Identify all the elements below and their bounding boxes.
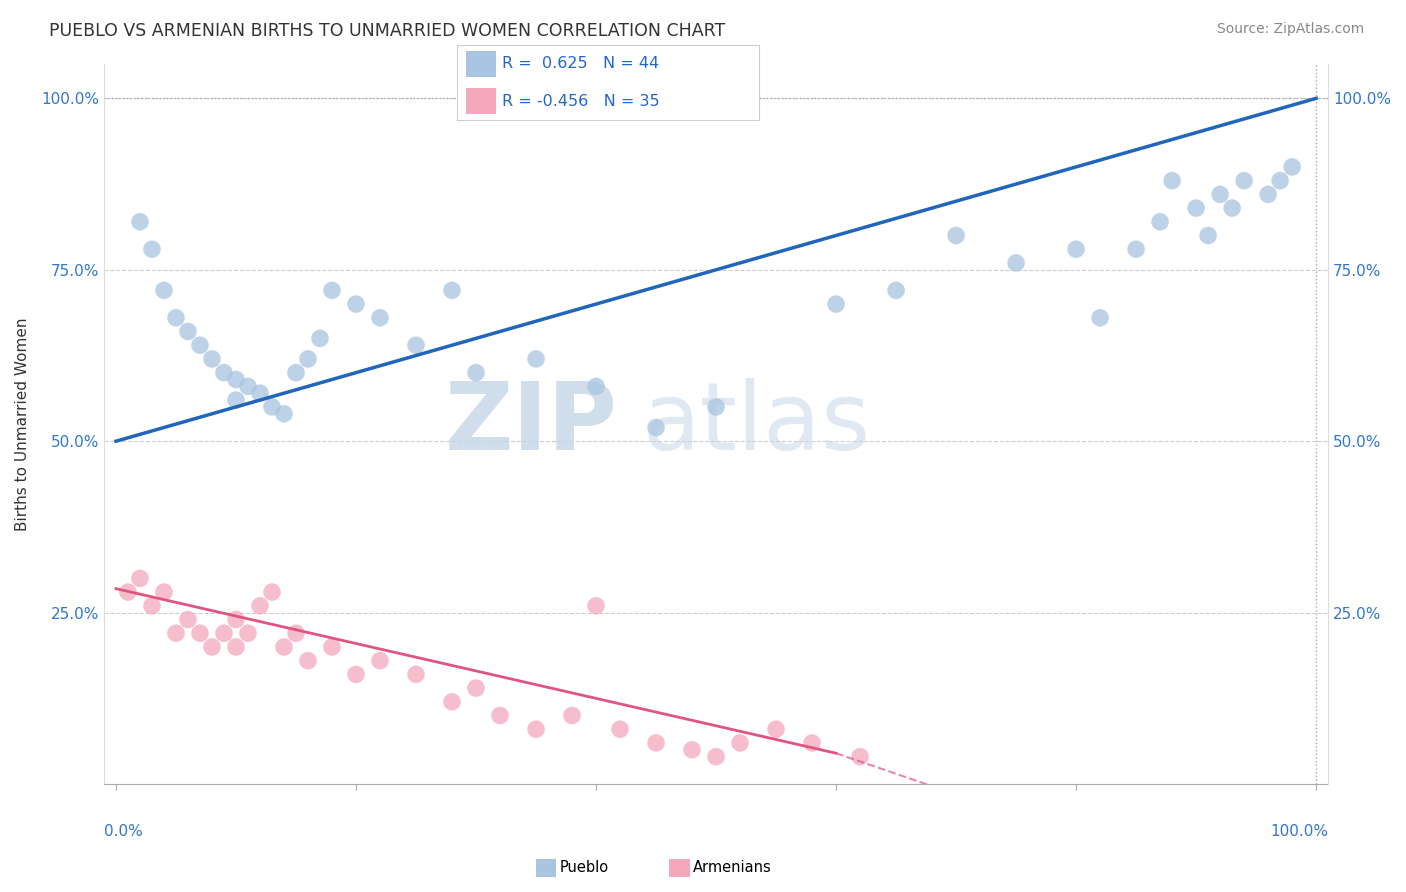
Point [129, 571, 152, 585]
Point [1125, 242, 1147, 256]
Point [801, 736, 824, 750]
Point [524, 723, 547, 737]
Point [884, 284, 907, 298]
Point [188, 338, 211, 352]
Point [321, 284, 343, 298]
Text: Source: ZipAtlas.com: Source: ZipAtlas.com [1216, 22, 1364, 37]
Point [405, 338, 427, 352]
Point [236, 626, 259, 640]
Point [188, 626, 211, 640]
Point [1268, 174, 1291, 188]
Point [225, 613, 247, 627]
Point [165, 626, 187, 640]
Bar [465, 51, 496, 78]
Point [1281, 160, 1303, 174]
Point [177, 613, 200, 627]
Point [704, 749, 727, 764]
Point [212, 366, 235, 380]
Point [1064, 242, 1087, 256]
Point [728, 736, 751, 750]
Point [585, 379, 607, 393]
Point [465, 681, 488, 695]
Point [165, 310, 187, 325]
Point [849, 749, 872, 764]
Point [440, 695, 463, 709]
Text: R = -0.456   N = 35: R = -0.456 N = 35 [502, 94, 659, 109]
Point [825, 297, 848, 311]
Point [645, 736, 668, 750]
Point [1257, 187, 1279, 202]
Point [236, 379, 259, 393]
Point [585, 599, 607, 613]
Point [249, 599, 271, 613]
Point [141, 599, 163, 613]
Point [440, 284, 463, 298]
Point [260, 400, 283, 414]
Point [368, 310, 391, 325]
Point [344, 667, 367, 681]
Bar [669, 858, 689, 878]
Text: Pueblo: Pueblo [560, 861, 609, 875]
Point [524, 351, 547, 366]
Point [1161, 174, 1184, 188]
Point [704, 400, 727, 414]
Text: atlas: atlas [643, 378, 870, 470]
Point [609, 723, 631, 737]
Point [1088, 310, 1111, 325]
Point [153, 585, 176, 599]
Point [945, 228, 967, 243]
Point [201, 640, 224, 654]
Point [645, 420, 668, 434]
Point [153, 284, 176, 298]
Point [201, 351, 224, 366]
Point [405, 667, 427, 681]
Point [141, 242, 163, 256]
Point [225, 372, 247, 386]
Point [225, 640, 247, 654]
Point [285, 626, 308, 640]
Point [465, 366, 488, 380]
Point [765, 723, 787, 737]
Bar [536, 858, 557, 878]
Point [225, 393, 247, 408]
Point [1149, 215, 1171, 229]
Text: Armenians: Armenians [693, 861, 772, 875]
Point [273, 640, 295, 654]
Point [285, 366, 308, 380]
Point [489, 708, 512, 723]
Y-axis label: Births to Unmarried Women: Births to Unmarried Women [15, 318, 30, 531]
Text: ZIP: ZIP [446, 378, 619, 470]
Point [1005, 256, 1028, 270]
Text: R =  0.625   N = 44: R = 0.625 N = 44 [502, 56, 659, 71]
Point [561, 708, 583, 723]
Point [1197, 228, 1219, 243]
Text: 100.0%: 100.0% [1270, 823, 1329, 838]
Point [117, 585, 139, 599]
Point [212, 626, 235, 640]
Point [1209, 187, 1232, 202]
Point [344, 297, 367, 311]
Point [368, 654, 391, 668]
Point [249, 386, 271, 401]
Point [681, 743, 703, 757]
Bar [465, 87, 496, 114]
Point [1233, 174, 1256, 188]
Point [260, 585, 283, 599]
Point [297, 351, 319, 366]
Point [1220, 201, 1243, 215]
Point [273, 407, 295, 421]
Point [1185, 201, 1208, 215]
Point [321, 640, 343, 654]
Text: PUEBLO VS ARMENIAN BIRTHS TO UNMARRIED WOMEN CORRELATION CHART: PUEBLO VS ARMENIAN BIRTHS TO UNMARRIED W… [49, 22, 725, 40]
Text: 0.0%: 0.0% [104, 823, 143, 838]
Point [309, 331, 332, 345]
Point [177, 325, 200, 339]
Point [129, 215, 152, 229]
Point [297, 654, 319, 668]
